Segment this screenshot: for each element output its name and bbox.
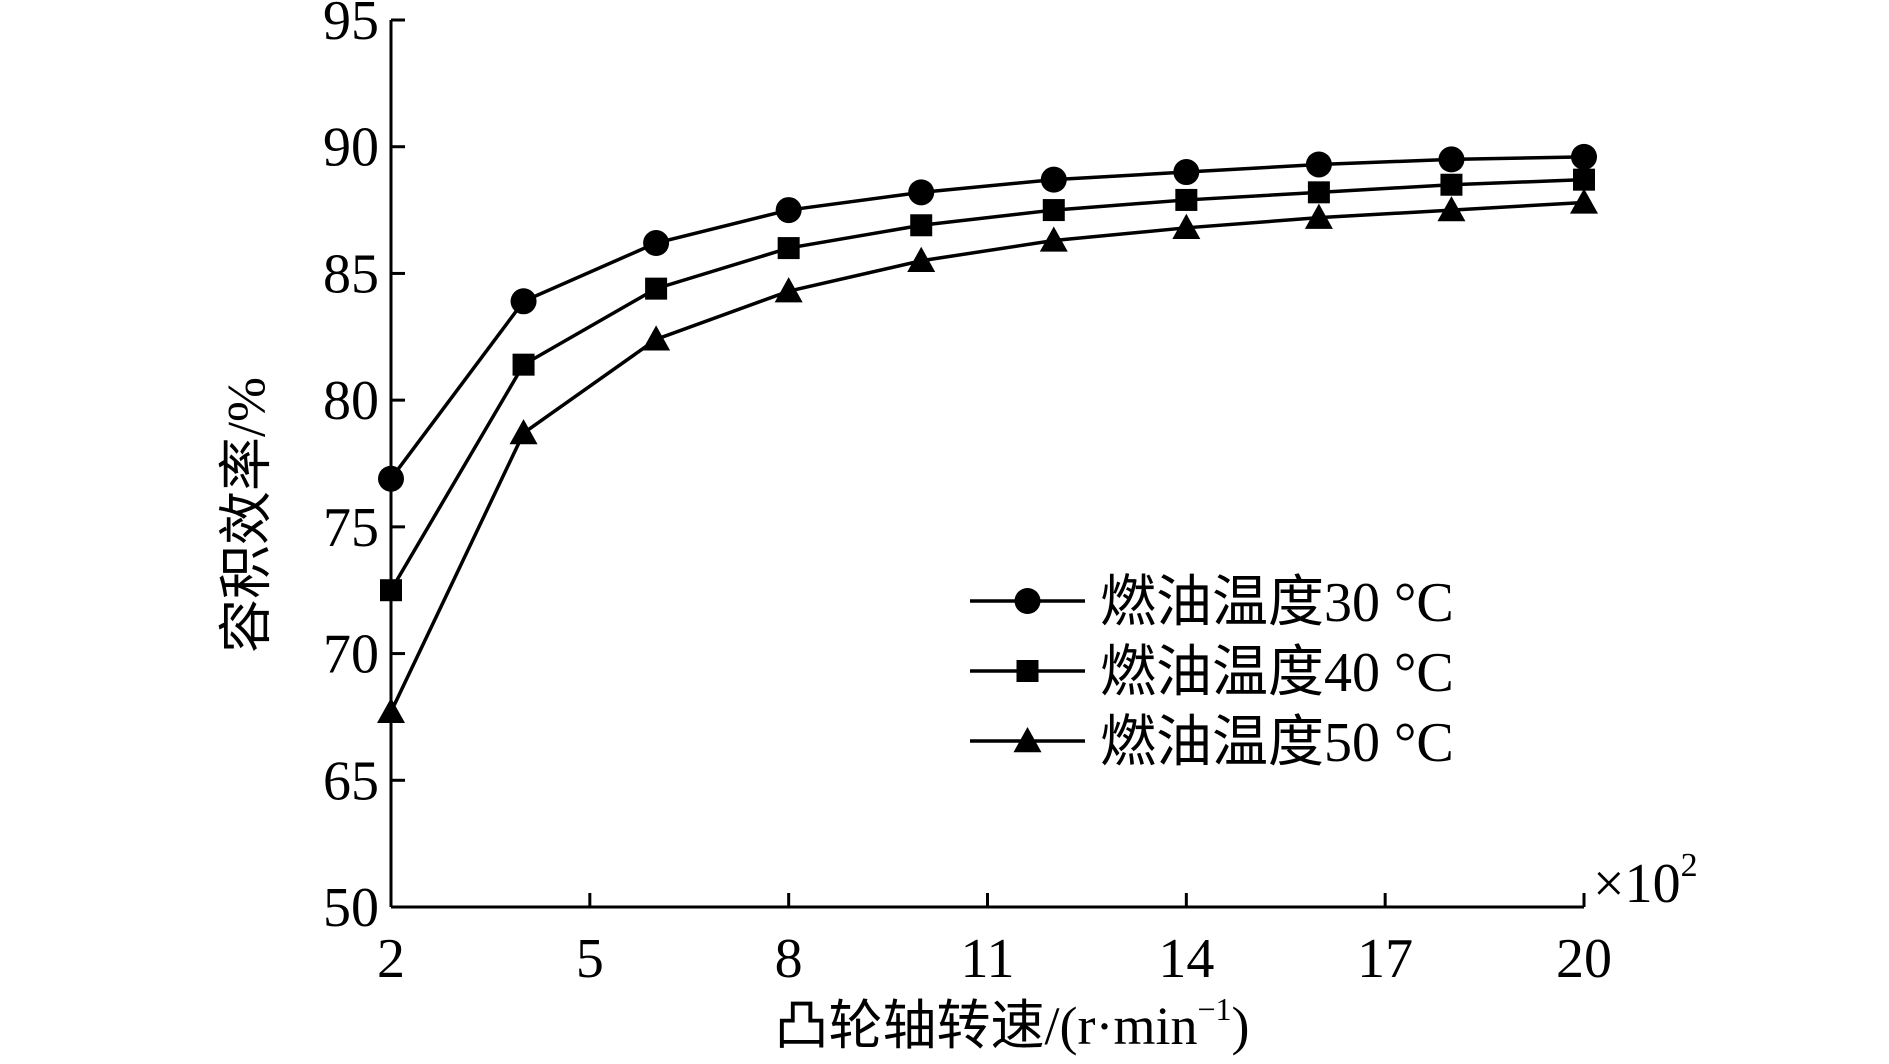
series-group <box>377 143 1598 724</box>
x-tick-label: 17 <box>1357 928 1413 990</box>
x-axis-title-sup: −1 <box>1197 991 1231 1027</box>
series-line <box>389 155 1585 480</box>
data-point <box>1437 196 1466 222</box>
y-tick-label: 95 <box>323 0 379 52</box>
data-point <box>1307 181 1330 204</box>
y-tick-label: 85 <box>323 243 379 305</box>
y-tick-label: 65 <box>323 750 379 812</box>
legend-label: 燃油温度40 °C <box>1100 642 1454 704</box>
x-tick-label: 2 <box>377 928 405 990</box>
data-point <box>775 197 802 224</box>
y-ticks: 50 65 70 75 80 85 90 95 <box>323 0 405 939</box>
x-multiplier-exp: 2 <box>1681 847 1698 884</box>
data-point <box>1438 146 1465 173</box>
x-multiplier-base: ×10 <box>1593 853 1681 915</box>
data-point <box>907 246 936 272</box>
series-line <box>389 200 1585 713</box>
legend-marker <box>1014 588 1041 614</box>
legend-item: 燃油温度30 °C <box>970 572 1454 634</box>
data-point <box>1573 168 1595 191</box>
data-point <box>380 579 402 602</box>
legend-label: 燃油温度30 °C <box>1100 572 1454 634</box>
data-point <box>643 230 670 257</box>
x-tick-label: 20 <box>1556 928 1612 990</box>
data-point <box>1175 188 1198 211</box>
data-point <box>1172 213 1201 240</box>
data-point <box>1039 226 1068 252</box>
data-point <box>1440 173 1463 196</box>
x-tick-label: 14 <box>1158 928 1214 990</box>
y-axis-title: 容积效率/% <box>216 377 276 653</box>
series-3 <box>377 188 1598 724</box>
legend-item: 燃油温度40 °C <box>970 642 1454 704</box>
x-tick-label: 11 <box>961 928 1015 990</box>
data-point <box>1305 151 1332 178</box>
data-point <box>1571 143 1597 170</box>
x-axis-title-close: ) <box>1232 996 1250 1056</box>
data-point <box>512 353 535 376</box>
y-tick-label: 75 <box>323 497 379 559</box>
series-2 <box>380 168 1595 602</box>
x-axis-title-main: 凸轮轴转速/(r·min <box>775 996 1198 1056</box>
x-multiplier: ×102 <box>1593 847 1698 915</box>
legend-marker <box>1016 660 1039 682</box>
data-point <box>645 277 668 300</box>
x-ticks: 2 5 8 11 14 17 20 <box>377 893 1612 990</box>
data-point <box>1042 199 1065 222</box>
data-point <box>774 277 803 303</box>
data-point <box>510 288 537 315</box>
data-point <box>642 325 671 351</box>
y-tick-label: 70 <box>323 624 379 686</box>
x-axis-title: 凸轮轴转速/(r·min−1) <box>775 991 1250 1056</box>
data-point <box>1304 203 1333 229</box>
data-point <box>509 419 538 445</box>
y-tick-label: 90 <box>323 117 379 179</box>
y-tick-label: 80 <box>323 370 379 432</box>
y-tick-label: 50 <box>323 877 379 939</box>
data-point <box>378 465 404 492</box>
data-point <box>777 237 800 260</box>
legend: 燃油温度30 °C 燃油温度40 °C 燃油温度50 °C <box>970 572 1454 774</box>
data-point <box>1040 166 1067 193</box>
legend-marker <box>1013 727 1042 753</box>
series-1 <box>378 143 1597 492</box>
data-point <box>908 179 935 206</box>
series-line <box>389 177 1585 592</box>
x-tick-label: 8 <box>775 928 803 990</box>
data-point <box>910 214 933 237</box>
data-point <box>1570 188 1598 214</box>
x-tick-label: 5 <box>576 928 604 990</box>
data-point <box>1173 159 1200 186</box>
legend-item: 燃油温度50 °C <box>970 712 1454 774</box>
data-point <box>377 697 405 724</box>
legend-label: 燃油温度50 °C <box>1100 712 1454 774</box>
